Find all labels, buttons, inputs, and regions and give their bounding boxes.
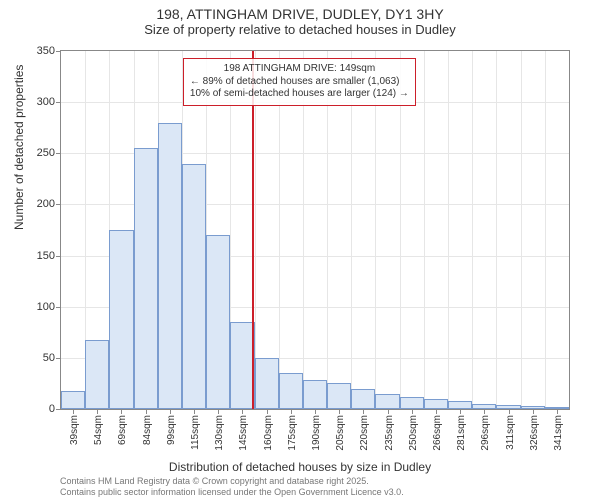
ytick-mark [56, 102, 61, 103]
xtick-mark [242, 409, 243, 414]
xtick-mark [218, 409, 219, 414]
xtick-mark [73, 409, 74, 414]
xtick-mark [121, 409, 122, 414]
bar [182, 164, 206, 409]
bar [303, 380, 327, 409]
xtick-label: 145sqm [238, 415, 249, 451]
ytick-label: 250 [37, 147, 55, 159]
ytick-label: 150 [37, 250, 55, 262]
ytick-label: 50 [43, 352, 55, 364]
bar [448, 401, 472, 409]
xtick-mark [146, 409, 147, 414]
xtick-label: 235sqm [384, 415, 395, 451]
xtick-label: 39sqm [69, 415, 80, 445]
credit-line2: Contains public sector information licen… [60, 487, 404, 498]
bar [327, 383, 351, 409]
xtick-label: 326sqm [529, 415, 540, 451]
bar [375, 394, 399, 409]
xtick-mark [509, 409, 510, 414]
ytick-mark [56, 409, 61, 410]
x-axis-title: Distribution of detached houses by size … [0, 460, 600, 474]
xtick-label: 160sqm [263, 415, 274, 451]
xtick-mark [436, 409, 437, 414]
gridline-v [472, 51, 473, 409]
bar [109, 230, 133, 409]
ytick-mark [56, 204, 61, 205]
xtick-mark [267, 409, 268, 414]
bar [85, 340, 109, 409]
xtick-label: 220sqm [359, 415, 370, 451]
xtick-mark [484, 409, 485, 414]
gridline-v [521, 51, 522, 409]
xtick-label: 54sqm [93, 415, 104, 445]
bar [255, 358, 279, 409]
xtick-label: 99sqm [166, 415, 177, 445]
ytick-label: 350 [37, 45, 55, 57]
ytick-mark [56, 51, 61, 52]
gridline-v [545, 51, 546, 409]
bar [424, 399, 448, 409]
xtick-mark [170, 409, 171, 414]
ytick-mark [56, 307, 61, 308]
bar [400, 397, 424, 409]
xtick-label: 250sqm [408, 415, 419, 451]
xtick-mark [460, 409, 461, 414]
ytick-mark [56, 153, 61, 154]
xtick-mark [339, 409, 340, 414]
plot-region: 05010015020025030035039sqm54sqm69sqm84sq… [60, 50, 570, 410]
ytick-label: 100 [37, 301, 55, 313]
xtick-label: 130sqm [214, 415, 225, 451]
xtick-label: 205sqm [335, 415, 346, 451]
ytick-mark [56, 256, 61, 257]
xtick-label: 281sqm [456, 415, 467, 451]
xtick-mark [363, 409, 364, 414]
xtick-mark [557, 409, 558, 414]
bar [279, 373, 303, 409]
xtick-mark [533, 409, 534, 414]
title-block: 198, ATTINGHAM DRIVE, DUDLEY, DY1 3HY Si… [0, 0, 600, 37]
credit-text: Contains HM Land Registry data © Crown c… [60, 476, 404, 498]
xtick-label: 341sqm [553, 415, 564, 451]
xtick-mark [291, 409, 292, 414]
xtick-mark [412, 409, 413, 414]
xtick-label: 190sqm [311, 415, 322, 451]
chart-container: 198, ATTINGHAM DRIVE, DUDLEY, DY1 3HY Si… [0, 0, 600, 500]
annotation-box: 198 ATTINGHAM DRIVE: 149sqm← 89% of deta… [183, 58, 416, 106]
bar [206, 235, 230, 409]
ytick-label: 200 [37, 198, 55, 210]
xtick-mark [194, 409, 195, 414]
y-axis-title: Number of detached properties [12, 65, 26, 230]
annotation-line: 10% of semi-detached houses are larger (… [190, 88, 409, 101]
xtick-label: 296sqm [480, 415, 491, 451]
annotation-line: 198 ATTINGHAM DRIVE: 149sqm [190, 63, 409, 76]
title-line2: Size of property relative to detached ho… [0, 22, 600, 37]
xtick-mark [388, 409, 389, 414]
xtick-label: 69sqm [117, 415, 128, 445]
ytick-label: 0 [49, 403, 55, 415]
xtick-mark [315, 409, 316, 414]
ytick-label: 300 [37, 96, 55, 108]
xtick-label: 115sqm [190, 415, 201, 450]
xtick-label: 311sqm [505, 415, 516, 450]
gridline-v [448, 51, 449, 409]
xtick-label: 266sqm [432, 415, 443, 451]
xtick-label: 84sqm [142, 415, 153, 445]
credit-line1: Contains HM Land Registry data © Crown c… [60, 476, 404, 487]
bar [351, 389, 375, 409]
xtick-label: 175sqm [287, 415, 298, 451]
chart-area: 05010015020025030035039sqm54sqm69sqm84sq… [60, 50, 570, 410]
bar [134, 148, 158, 409]
title-line1: 198, ATTINGHAM DRIVE, DUDLEY, DY1 3HY [0, 6, 600, 22]
bar [61, 391, 85, 409]
bar [158, 123, 182, 409]
annotation-line: ← 89% of detached houses are smaller (1,… [190, 76, 409, 89]
xtick-mark [97, 409, 98, 414]
gridline-v [424, 51, 425, 409]
ytick-mark [56, 358, 61, 359]
gridline-v [496, 51, 497, 409]
